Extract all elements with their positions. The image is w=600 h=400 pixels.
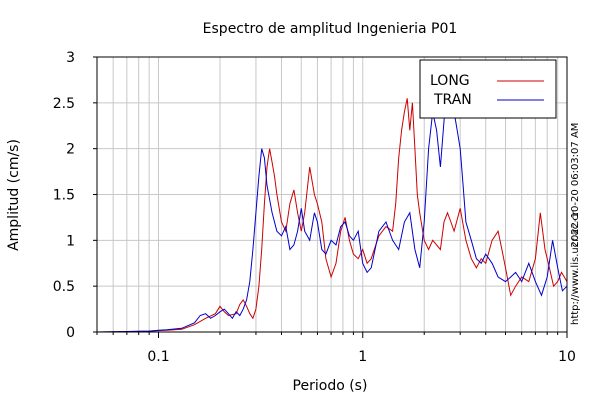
legend-box: [419, 59, 557, 119]
x-axis-label: Periodo (s): [293, 378, 368, 394]
y-tick-label: 2.5: [53, 96, 75, 112]
x-tick-label: 1: [358, 349, 367, 365]
y-tick-label: 1: [66, 233, 75, 249]
y-tick-label: 0.5: [53, 279, 75, 295]
series-layer: [96, 66, 568, 333]
x-tick-label: 10: [558, 349, 576, 365]
y-axis-label: Amplitud (cm/s): [6, 139, 22, 251]
legend-label-tran: TRAN: [433, 92, 472, 108]
source-url-label: http://www.lis.ucr.ac.cr: [570, 210, 581, 325]
timestamp-label: 2022-10-20 06:03:07 AM: [570, 123, 581, 248]
axis-ticks: 0 0.5 1 1.5 2 2.5 3 0.1 1 10: [53, 50, 576, 365]
x-tick-label: 0.1: [147, 349, 169, 365]
series-line-tran: [96, 66, 568, 333]
y-tick-label: 3: [66, 50, 75, 66]
y-tick-label: 2: [66, 142, 75, 158]
legend-label-long: LONG: [430, 73, 470, 89]
y-tick-label: 0: [66, 325, 75, 341]
y-tick-label: 1.5: [53, 188, 75, 204]
legend: LONG TRAN: [419, 59, 557, 119]
series-line-long: [96, 98, 568, 333]
chart-title: Espectro de amplitud Ingenieria P01: [203, 21, 458, 37]
